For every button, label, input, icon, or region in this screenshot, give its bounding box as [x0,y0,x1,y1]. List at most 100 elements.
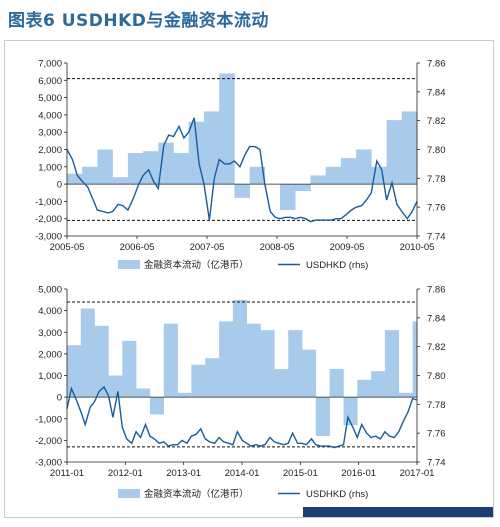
y-tick-label: 3,000 [38,128,62,139]
area-bar [204,111,220,185]
area-bar [274,369,289,398]
y-tick-label: -3,000 [35,458,62,469]
area-bar [371,371,386,398]
chart-1: 7,000 6,000 5,000 4,000 3,000 2,000 1,000 0 -1,0… [35,59,445,272]
area-bar [67,345,82,398]
y-tick-label: 0 [57,393,62,404]
x-tick-label: 2008-05 [260,242,295,253]
y-tick-label: 1,000 [38,162,62,173]
y-tick-label: 2,000 [38,145,62,156]
y2-tick-label: 7.86 [427,285,446,296]
area-bar [122,340,137,398]
legend-label-line: USDHKD (rhs) [306,260,368,271]
x-tick-label: 2017-01 [400,468,435,479]
y2-tick-label: 7.74 [427,458,446,469]
x-tick-label: 2012-01 [108,468,143,479]
y-tick-label: -1,000 [35,414,62,425]
area-bar [401,111,418,185]
x-tick-label: 2006-05 [120,242,155,253]
y-tick-label: -3,000 [35,232,62,243]
area-bar [219,321,234,398]
y-tick-label: 1,000 [38,371,62,382]
page-title: 图表6 USDHKD与金融资本流动 [8,11,269,31]
y-tick-label: 4,000 [38,306,62,317]
area-bar [340,158,357,185]
area-bar [386,120,403,185]
area-bar [80,308,95,398]
area-bar [136,388,151,398]
y-tick-label: 5,000 [38,93,62,104]
legend-swatch-area [118,260,140,269]
y2-tick-label: 7.80 [427,145,446,156]
area-bar [112,177,129,185]
area-bar [97,149,113,185]
legend-label-area: 金融资本流动（亿港币） [144,259,249,271]
area-bar [94,325,109,398]
legend-label-line: USDHKD (rhs) [306,489,368,500]
area-bar [302,349,317,398]
y2-tick-label: 7.76 [427,429,446,440]
x-tick-label: 2010-05 [400,242,435,253]
x-tick-label: 2016-01 [341,468,376,479]
area-bar [398,392,413,398]
y-tick-label: 3,000 [38,328,62,339]
usdhkd-line [66,385,418,449]
y-tick-label: 6,000 [38,76,62,87]
area-bar [329,369,344,398]
y2-tick-label: 7.74 [427,232,446,243]
area-bar [315,397,330,436]
y2-tick-label: 7.86 [427,59,446,70]
y2-tick-label: 7.82 [427,116,446,127]
area-bar [280,184,296,211]
y-tick-label: 5,000 [38,285,62,296]
y-tick-label: -2,000 [35,436,62,447]
y-tick-label: -2,000 [35,214,62,225]
y2-tick-label: 7.80 [427,371,446,382]
chart-frame [4,40,494,518]
y2-tick-label: 7.78 [427,400,446,411]
area-bar [163,323,178,398]
area-bar [310,175,326,185]
area-bar [234,184,250,198]
area-bar [149,397,164,415]
area-bar [232,299,247,398]
x-tick-label: 2011-01 [50,468,84,479]
x-tick-label: 2009-05 [330,242,365,253]
area-bar [82,166,98,185]
area-bar [384,330,399,398]
x-tick-label: 2013-01 [166,468,201,479]
y2-tick-label: 7.82 [427,342,446,353]
area-bar [173,153,189,185]
y-tick-label: 4,000 [38,110,62,121]
area-bar [356,149,372,185]
x-tick-label: 2015-01 [283,468,318,479]
area-bar [343,397,358,426]
y-tick-label: 0 [57,180,62,191]
corner-accent-bar [303,507,493,517]
y2-tick-label: 7.84 [427,313,446,324]
x-tick-label: 2005-05 [50,242,85,253]
area-bar [260,330,275,398]
y2-tick-label: 7.76 [427,203,446,214]
area-bar [177,392,192,398]
area-bar [127,153,144,185]
area-bar [219,73,235,185]
area-bar [158,142,174,185]
y-tick-label: 2,000 [38,349,62,360]
area-bar [246,323,261,398]
area-bar [412,321,418,398]
x-tick-label: 2007-05 [190,242,225,253]
area-bar [295,184,311,191]
area-bar [108,375,123,398]
area-bar [205,358,220,398]
y2-tick-label: 7.78 [427,174,446,185]
x-tick-label: 2014-01 [225,468,260,479]
y-tick-label: 7,000 [38,59,62,70]
legend-swatch-area [118,489,140,498]
legend-label-area: 金融资本流动（亿港币） [144,488,249,500]
y-tick-label: -1,000 [35,197,62,208]
area-bar [191,364,206,398]
y2-tick-label: 7.84 [427,87,446,98]
chart-2: 5,000 4,000 3,000 2,000 1,000 0 -1,000 -2,000 -3… [35,285,445,501]
